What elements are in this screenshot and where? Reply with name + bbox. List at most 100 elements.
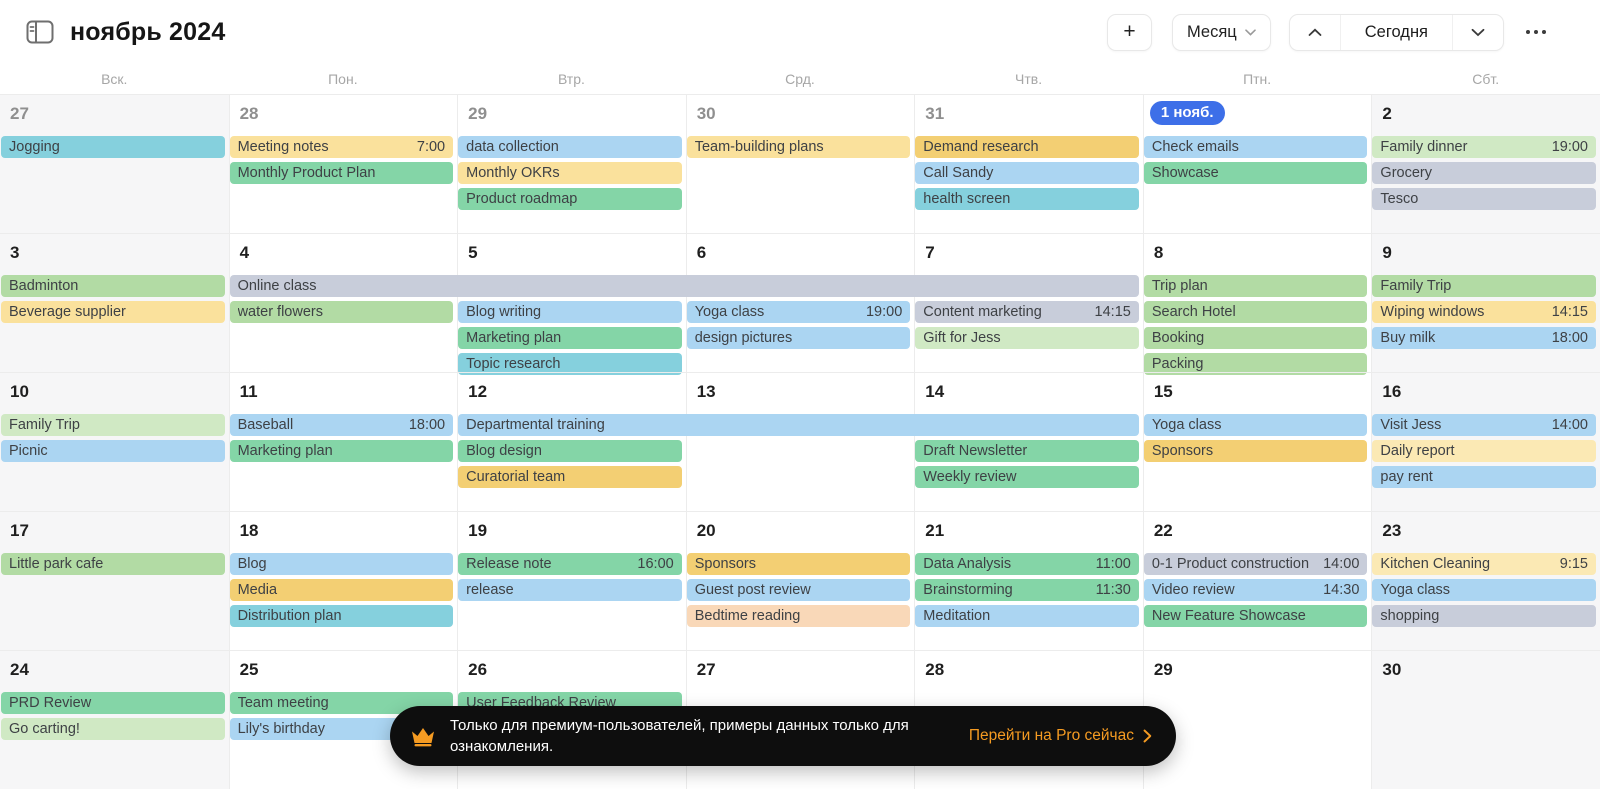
event-chip[interactable]: Weekly review	[915, 466, 1139, 488]
event-chip[interactable]: Data Analysis 11:00	[915, 553, 1139, 575]
go-pro-link[interactable]: Перейти на Pro сейчас	[969, 727, 1152, 745]
event-chip[interactable]: Meeting notes 7:00	[229, 136, 454, 158]
event-chip[interactable]: release	[458, 579, 682, 601]
day-cell[interactable]: 31	[914, 95, 1143, 233]
event-chip[interactable]: Packing	[1143, 353, 1368, 375]
event-chip[interactable]: Curatorial team	[458, 466, 682, 488]
day-cell[interactable]: 13	[685, 373, 915, 511]
day-cell[interactable]: 1 нояб.	[1142, 95, 1372, 233]
day-cell[interactable]: 19	[457, 512, 686, 650]
event-chip[interactable]: Wiping windows 14:15	[1372, 301, 1596, 323]
event-chip[interactable]: Buy milk 18:00	[1372, 327, 1596, 349]
view-mode-button[interactable]: Месяц	[1172, 13, 1271, 51]
add-event-button[interactable]: +	[1107, 13, 1152, 51]
event-chip[interactable]: Badminton	[1, 275, 225, 297]
event-chip[interactable]: Yoga class 19:00	[686, 301, 911, 323]
event-chip[interactable]: Search Hotel	[1143, 301, 1368, 323]
event-chip[interactable]: Content marketing 14:15	[915, 301, 1139, 323]
event-chip[interactable]: Video review 14:30	[1143, 579, 1368, 601]
event-chip[interactable]: Blog design	[458, 440, 682, 462]
event-chip[interactable]: New Feature Showcase	[1143, 605, 1368, 627]
day-cell[interactable]: 11	[228, 373, 458, 511]
event-chip[interactable]: Sponsors	[1143, 440, 1368, 462]
event-chip[interactable]: PRD Review	[1, 692, 225, 714]
day-cell[interactable]: 15	[1142, 373, 1372, 511]
day-cell[interactable]: 28	[228, 95, 458, 233]
next-period-button[interactable]	[1453, 15, 1503, 50]
event-chip[interactable]: Product roadmap	[458, 188, 682, 210]
prev-period-button[interactable]	[1290, 15, 1340, 50]
day-cell[interactable]: 30	[1371, 651, 1600, 789]
event-chip[interactable]: Demand research	[915, 136, 1139, 158]
day-cell[interactable]: 7	[914, 234, 1143, 372]
event-chip[interactable]: Departmental training	[458, 414, 1139, 436]
day-cell[interactable]: 17	[0, 512, 229, 650]
event-chip[interactable]: Kitchen Cleaning 9:15	[1372, 553, 1596, 575]
day-cell[interactable]: 29	[1142, 651, 1372, 789]
day-cell[interactable]: 20	[685, 512, 915, 650]
event-chip[interactable]: design pictures	[686, 327, 911, 349]
event-chip[interactable]: Go carting!	[1, 718, 225, 740]
event-chip[interactable]: 0-1 Product construction 14:00	[1143, 553, 1368, 575]
calendar-panel-icon[interactable]	[26, 20, 54, 44]
event-chip[interactable]: shopping	[1372, 605, 1596, 627]
event-chip[interactable]: Media	[229, 579, 454, 601]
event-chip[interactable]: Blog writing	[458, 301, 682, 323]
day-cell[interactable]: 18	[228, 512, 458, 650]
event-chip[interactable]: Picnic	[1, 440, 225, 462]
day-cell[interactable]: 30	[685, 95, 915, 233]
event-chip[interactable]: Release note 16:00	[458, 553, 682, 575]
day-cell[interactable]: 6	[685, 234, 915, 372]
event-chip[interactable]: Brainstorming 11:30	[915, 579, 1139, 601]
event-chip[interactable]: Topic research	[458, 353, 682, 375]
event-chip[interactable]: Team-building plans	[686, 136, 911, 158]
day-cell[interactable]: 21	[914, 512, 1143, 650]
event-chip[interactable]: Blog	[229, 553, 454, 575]
event-chip[interactable]: Marketing plan	[229, 440, 454, 462]
day-cell[interactable]: 8	[1142, 234, 1372, 372]
day-cell[interactable]: 14	[914, 373, 1143, 511]
day-cell[interactable]: 5	[457, 234, 686, 372]
event-chip[interactable]: Bedtime reading	[686, 605, 911, 627]
event-chip[interactable]: Trip plan	[1143, 275, 1368, 297]
event-chip[interactable]: Showcase	[1143, 162, 1368, 184]
event-chip[interactable]: Call Sandy	[915, 162, 1139, 184]
more-options-button[interactable]	[1520, 20, 1552, 44]
today-button[interactable]: Сегодня	[1339, 14, 1453, 50]
event-chip[interactable]: pay rent	[1372, 466, 1596, 488]
event-chip[interactable]: Marketing plan	[458, 327, 682, 349]
event-chip[interactable]: water flowers	[229, 301, 454, 323]
event-chip[interactable]: Daily report	[1372, 440, 1596, 462]
event-chip[interactable]: Team meeting	[229, 692, 454, 714]
event-chip[interactable]: Check emails	[1143, 136, 1368, 158]
event-chip[interactable]: Tesco	[1372, 188, 1596, 210]
event-chip[interactable]: Family Trip	[1372, 275, 1596, 297]
day-cell[interactable]: 29	[457, 95, 686, 233]
day-cell[interactable]: 27	[0, 95, 229, 233]
day-cell[interactable]: 4	[228, 234, 458, 372]
event-chip[interactable]: Guest post review	[686, 579, 911, 601]
event-chip[interactable]: Grocery	[1372, 162, 1596, 184]
day-cell[interactable]: 22	[1142, 512, 1372, 650]
event-chip[interactable]: Draft Newsletter	[915, 440, 1139, 462]
event-chip[interactable]: Meditation	[915, 605, 1139, 627]
event-chip[interactable]: Yoga class	[1372, 579, 1596, 601]
day-cell[interactable]: 25	[228, 651, 458, 789]
event-chip[interactable]: Distribution plan	[229, 605, 454, 627]
day-cell[interactable]: 12	[457, 373, 686, 511]
event-chip[interactable]: Gift for Jess	[915, 327, 1139, 349]
event-chip[interactable]: Baseball 18:00	[229, 414, 454, 436]
event-chip[interactable]: Monthly Product Plan	[229, 162, 454, 184]
event-chip[interactable]: Yoga class	[1143, 414, 1368, 436]
event-chip[interactable]: Online class	[229, 275, 1139, 297]
event-chip[interactable]: Booking	[1143, 327, 1368, 349]
event-chip[interactable]: Sponsors	[686, 553, 911, 575]
event-chip[interactable]: Family Trip	[1, 414, 225, 436]
event-chip[interactable]: Visit Jess 14:00	[1372, 414, 1596, 436]
event-chip[interactable]: Little park cafe	[1, 553, 225, 575]
event-chip[interactable]: Jogging	[1, 136, 225, 158]
event-chip[interactable]: data collection	[458, 136, 682, 158]
event-chip[interactable]: Beverage supplier	[1, 301, 225, 323]
event-chip[interactable]: Monthly OKRs	[458, 162, 682, 184]
event-chip[interactable]: health screen	[915, 188, 1139, 210]
